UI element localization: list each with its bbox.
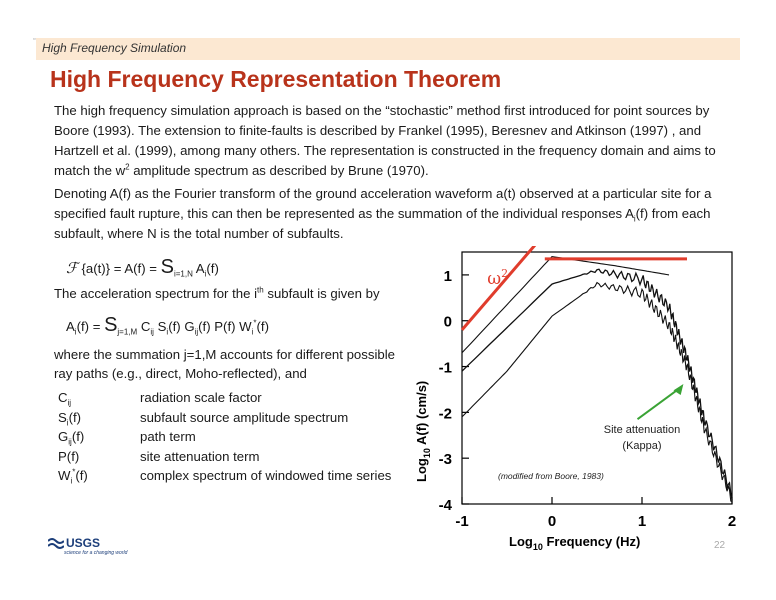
eq2-g: (f) G <box>168 319 195 334</box>
eq2-a: A <box>66 319 75 334</box>
y-tick-label: -3 <box>439 451 452 468</box>
y-axis-label: Log10 A(f) (cm/s) <box>414 381 432 482</box>
eq2-rest: (f) P(f) W <box>198 319 252 334</box>
term-symbol: Wi*(f) <box>58 467 88 486</box>
eq2-sub-i: i <box>74 327 77 337</box>
usgs-tagline: science for a changing world <box>64 550 128 556</box>
spectrum-series-line <box>461 268 733 500</box>
definition-sub: i <box>633 214 636 224</box>
eq2-sum-index: j=1,M <box>117 327 138 337</box>
eq2-g-index: ij <box>194 327 199 337</box>
x-axis-label: Log10 Frequency (Hz) <box>509 534 640 552</box>
header-bullet: ▫ <box>33 36 36 43</box>
acc-sup: th <box>257 285 264 295</box>
eq1-lhs: {a(t)} = A(f) = <box>77 261 161 276</box>
sum-symbol: S <box>160 256 174 278</box>
usgs-wordmark: USGS <box>66 536 101 550</box>
eq2-c: C <box>137 319 151 334</box>
spectrum-series-line <box>461 256 670 354</box>
term-description: path term <box>140 429 196 444</box>
y-tick-label: -1 <box>439 360 452 377</box>
intro-sup: 2 <box>125 162 130 172</box>
term-description: radiation scale factor <box>140 390 262 405</box>
summation-note: where the summation j=1,M accounts for d… <box>54 347 395 381</box>
eq1-sum-index: i=1,N <box>173 269 193 279</box>
summation-equation: ℱ {a(t)} = A(f) = Si=1,N Ai(f) <box>66 256 219 279</box>
omega2-asymptote <box>460 246 537 331</box>
eq1-term-index: i <box>204 269 207 279</box>
acceleration-intro: The acceleration spectrum for the ith su… <box>54 286 380 301</box>
y-tick-label: 1 <box>444 268 452 285</box>
acc-text-end: subfault is given by <box>263 286 380 301</box>
eq2-mid: (f) = <box>76 319 105 334</box>
eq2-sum-symbol: S <box>104 314 118 336</box>
x-tick-label: -1 <box>455 513 468 530</box>
definition-text: Denoting A(f) as the Fourier transform o… <box>54 186 712 221</box>
eq2-c-index: ij <box>150 327 154 337</box>
x-tick-label: 2 <box>728 513 736 530</box>
y-tick-label: -4 <box>439 497 453 514</box>
intro-paragraph: The high frequency simulation approach i… <box>54 101 734 181</box>
term-description: site attenuation term <box>140 448 260 464</box>
page-number: 22 <box>714 540 726 551</box>
eq2-w-sup: * <box>253 318 257 328</box>
spectrum-series-line <box>461 281 733 503</box>
figure-credit: (modified from Boore, 1983) <box>498 471 604 481</box>
x-tick-label: 0 <box>548 513 556 530</box>
plot-frame <box>461 251 733 505</box>
kappa-label: (Kappa) <box>622 440 661 452</box>
acc-text: The acceleration spectrum for the i <box>54 286 258 301</box>
eq2-s-index: i <box>166 327 169 337</box>
eq1-term: A <box>192 261 205 276</box>
y-tick-label: 0 <box>444 314 452 331</box>
term-symbol: Cij <box>58 390 72 408</box>
definition-paragraph: Denoting A(f) as the Fourier transform o… <box>54 184 734 244</box>
section-header-title: High Frequency Simulation <box>42 41 187 55</box>
slide-title: High Frequency Representation Theorem <box>50 66 502 92</box>
site-attenuation-label: Site attenuation <box>604 424 680 436</box>
eq1-arg: (f) <box>206 261 219 276</box>
eq2-s: S <box>153 319 167 334</box>
arrowhead-icon <box>673 383 684 395</box>
usgs-wave-icon <box>48 538 64 549</box>
site-attenuation-arrow <box>636 388 679 421</box>
eq2-end: (f) <box>256 319 269 334</box>
omega2-label: ω2 <box>487 267 508 289</box>
term-description: subfault source amplitude spectrum <box>140 409 349 425</box>
fourier-symbol: ℱ <box>66 259 78 277</box>
subfault-equation: Ai(f) = Sj=1,M Cij Si(f) Gij(f) P(f) Wi*… <box>66 314 269 337</box>
section-header-bar: High Frequency Simulation <box>36 38 740 60</box>
y-tick-label: -2 <box>439 405 452 422</box>
definition-text-end: (f) from each subfault, where N is the t… <box>54 206 711 241</box>
intro-text-end: amplitude spectrum as described by Brune… <box>129 163 429 178</box>
term-description: complex spectrum of windowed time series <box>140 468 392 483</box>
usgs-logo: USGS science for a changing world <box>48 536 127 556</box>
eq2-w-index: i <box>251 327 254 337</box>
intro-text: The high frequency simulation approach i… <box>54 103 716 178</box>
x-tick-label: 1 <box>638 513 646 530</box>
term-symbol: P(f) <box>58 448 80 464</box>
term-symbol: Gij(f) <box>58 429 85 447</box>
term-symbol: Si(f) <box>58 409 82 428</box>
